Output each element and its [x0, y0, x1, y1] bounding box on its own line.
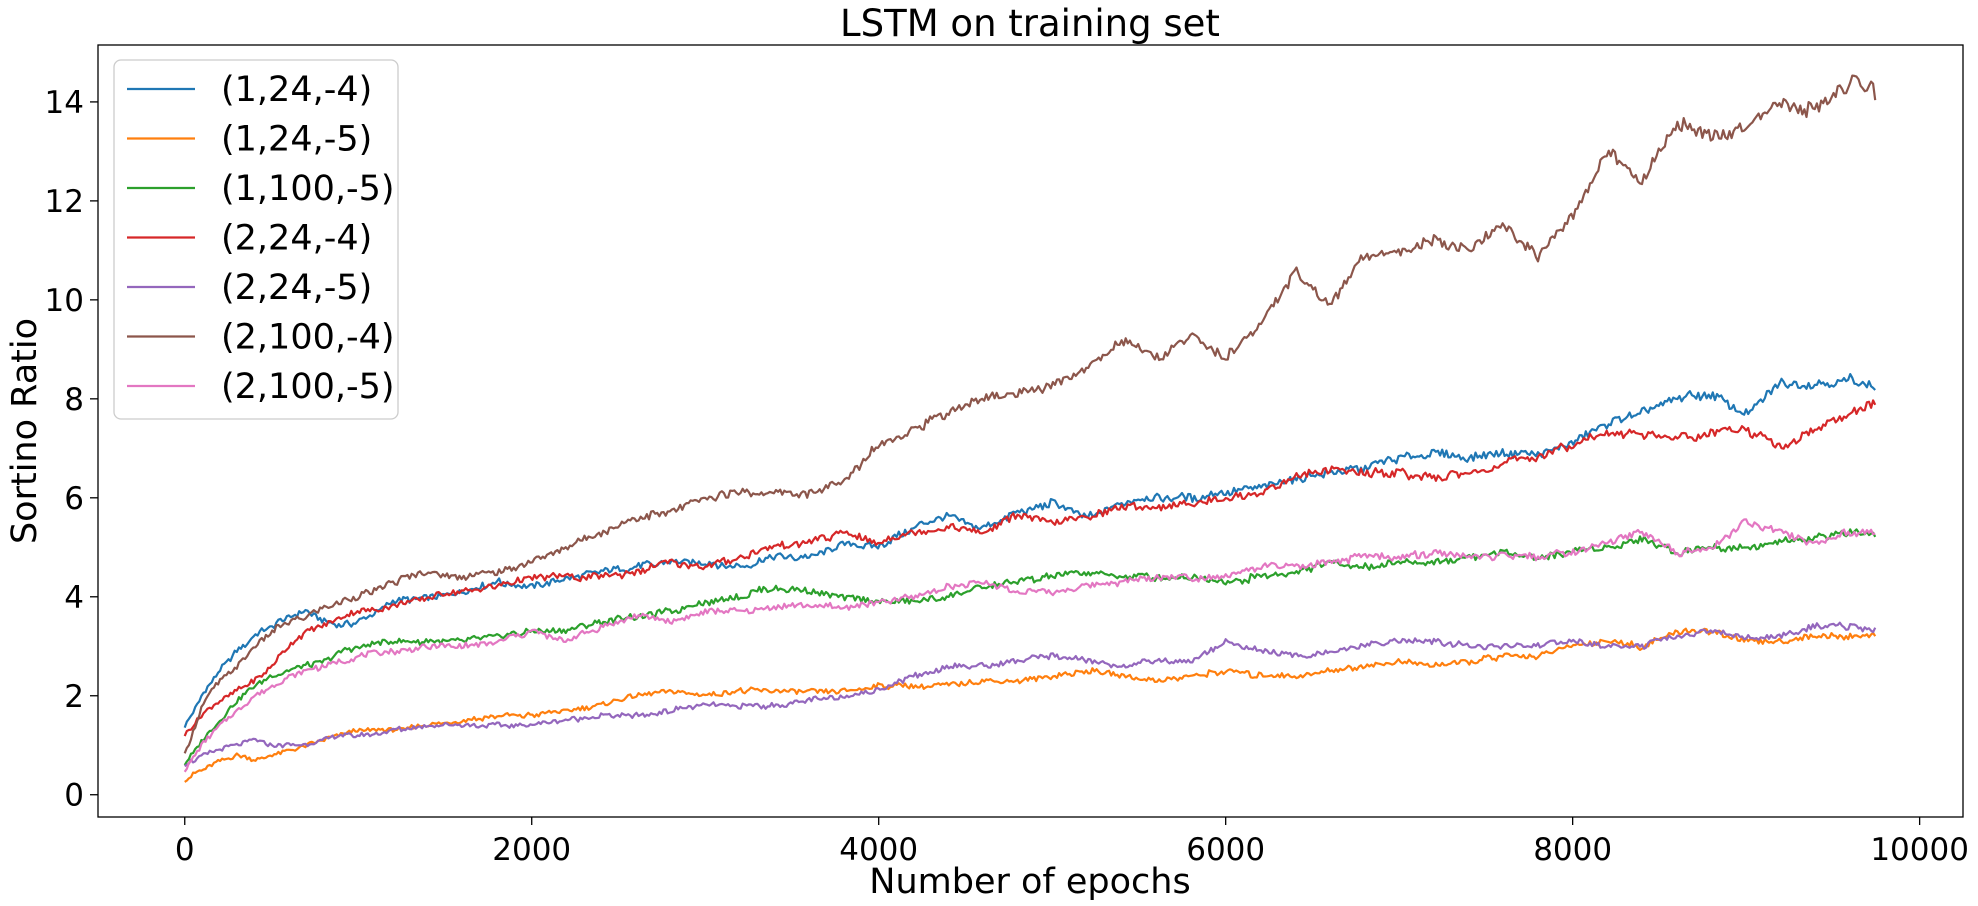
legend-label: (2,100,-4)	[221, 318, 395, 358]
y-tick-label: 4	[64, 580, 84, 616]
y-tick-label: 12	[45, 184, 84, 220]
legend-box	[113, 59, 399, 420]
plot-frame	[97, 44, 1964, 818]
y-tick-label: 10	[45, 283, 84, 319]
series-line-7	[183, 518, 1876, 773]
series-line-5	[184, 621, 1877, 768]
x-tick-labels: 0 2000 4000 6000 8000 10000	[175, 832, 1969, 868]
legend-label: (1,24,-5)	[221, 120, 372, 160]
series-line-6	[183, 74, 1877, 754]
legend-label: (2,24,-5)	[221, 268, 372, 308]
y-tick-label: 6	[64, 481, 84, 517]
y-tick-label: 2	[64, 679, 84, 715]
x-tick-label: 4000	[839, 832, 918, 868]
series-line-4	[183, 399, 1877, 737]
series-line-2	[184, 627, 1877, 783]
y-axis-label: Sortino Ratio	[5, 318, 45, 544]
legend-label: (1,100,-5)	[221, 169, 395, 209]
series-layer	[183, 74, 1877, 783]
x-tick-label: 10000	[1870, 832, 1969, 868]
legend-label: (2,100,-5)	[221, 367, 395, 407]
axis-ticks	[90, 101, 1921, 825]
x-tick-label: 0	[175, 832, 195, 868]
y-tick-label: 14	[45, 85, 84, 121]
y-tick-label: 8	[64, 382, 84, 418]
chart-title: LSTM on training set	[840, 2, 1220, 45]
x-axis-label: Number of epochs	[869, 862, 1190, 902]
series-line-1	[183, 373, 1876, 728]
y-tick-labels: 0 2 4 6 8 10 12 14	[45, 85, 84, 814]
y-tick-label: 0	[64, 778, 84, 814]
legend: (1,24,-4) (1,24,-5) (1,100,-5) (2,24,-4) (2,…	[113, 59, 399, 420]
x-tick-label: 8000	[1533, 832, 1612, 868]
series-line-3	[183, 528, 1877, 766]
legend-label: (2,24,-4)	[221, 219, 372, 259]
x-tick-label: 6000	[1186, 832, 1265, 868]
legend-label: (1,24,-4)	[221, 70, 372, 110]
x-tick-label: 2000	[492, 832, 571, 868]
